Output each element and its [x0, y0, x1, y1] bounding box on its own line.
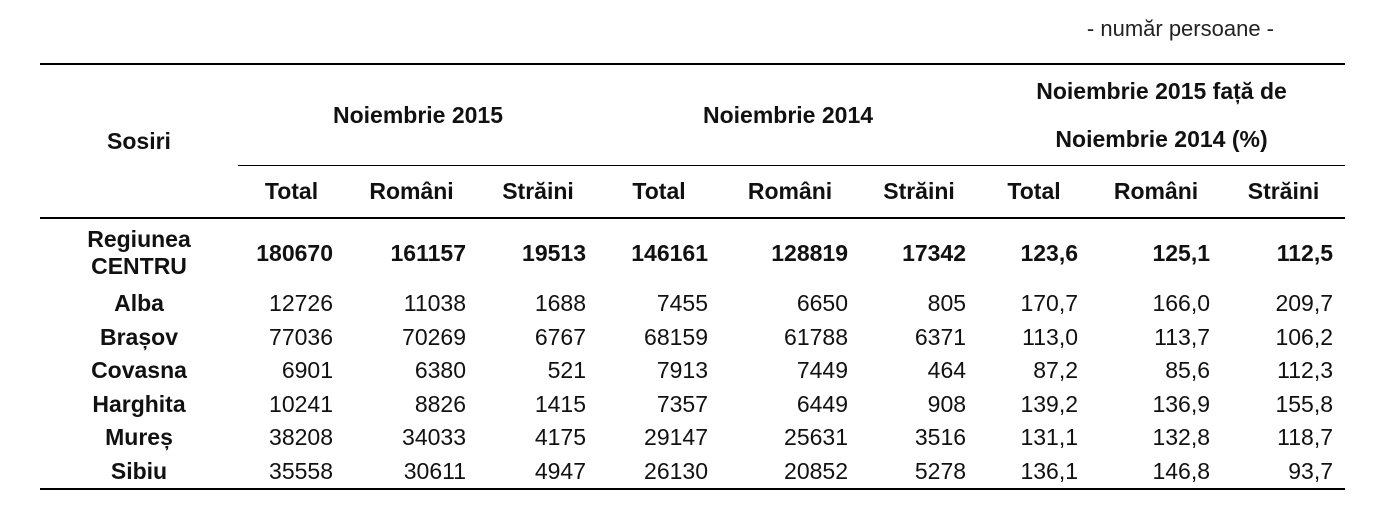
cell: 106,2: [1275, 323, 1334, 350]
cell: 38208: [269, 424, 333, 451]
cell: 4175: [534, 424, 587, 451]
cell: 128819: [771, 239, 849, 266]
cell: 7455: [656, 290, 709, 317]
cell: 521: [547, 357, 587, 384]
cell: 26130: [598, 454, 721, 490]
subheader: Străini: [1222, 165, 1346, 219]
arrivals-table: Sosiri Noiembrie 2015 Noiembrie 2014 Noi…: [40, 63, 1346, 490]
cell: 908: [927, 390, 967, 417]
cell: 170,7: [1020, 290, 1079, 317]
group-header: Noiembrie 2015: [238, 63, 599, 166]
cell: 139,2: [1020, 390, 1079, 417]
cell: 30611: [345, 454, 478, 490]
row-label: Harghita: [92, 390, 186, 417]
cell: 155,8: [1275, 390, 1334, 417]
cell: 6380: [414, 357, 466, 384]
table-row: Harghita 10241 8826 1415 7357 6449 908 139,2 136…: [40, 388, 1345, 422]
table-body: Regiunea CENTRU 180670 161157 19513 146161 12…: [40, 218, 1346, 490]
cell: 7449: [796, 357, 849, 384]
cell: 5278: [860, 454, 979, 490]
cell: 125,1: [1152, 239, 1211, 266]
table-head: Sosiri Noiembrie 2015 Noiembrie 2014 Noi…: [40, 63, 1346, 219]
cell: 61788: [784, 323, 849, 350]
cell: 7913: [656, 357, 709, 384]
cell: 77036: [269, 323, 333, 350]
table-row: Alba 12726 11038 1688 7455 6650 805 170,7 166,0 2…: [40, 287, 1345, 321]
cell: 161157: [390, 239, 466, 266]
cell: 805: [927, 290, 967, 317]
cell: 17342: [902, 239, 967, 266]
row-label: Alba: [114, 290, 164, 317]
cell: 136,9: [1152, 390, 1211, 417]
cell: 6449: [796, 390, 849, 417]
cell: 1688: [534, 290, 587, 317]
table-row: Sibiu 35558 30611 4947 26130 20852 5278 136,1 14…: [40, 454, 1346, 490]
row-label: Brașov: [100, 323, 178, 350]
cell: 93,7: [1222, 454, 1346, 490]
cell: 70269: [402, 323, 466, 350]
cell: 146,8: [1090, 454, 1223, 490]
row-label: Mureș: [105, 424, 173, 451]
cell: 6371: [914, 323, 967, 350]
row-label: Covasna: [91, 357, 187, 384]
table-row: Mureș 38208 34033 4175 29147 25631 3516 131,1 13…: [40, 421, 1345, 455]
subheader: Străini: [478, 165, 599, 219]
cell: 3516: [914, 424, 967, 451]
subheader: Străini: [860, 165, 979, 219]
row-header: Sosiri: [40, 63, 238, 219]
cell: 11038: [403, 290, 466, 317]
subheader: Total: [598, 165, 721, 219]
subheader: Români: [1090, 165, 1223, 219]
cell: 464: [927, 357, 967, 384]
cell: 131,1: [1020, 424, 1079, 451]
cell: 29147: [644, 424, 709, 451]
subheader: Total: [978, 165, 1091, 219]
cell: 209,7: [1275, 290, 1334, 317]
cell: 19513: [522, 239, 587, 266]
header-row: Sosiri Noiembrie 2015 Noiembrie 2014 Noi…: [40, 63, 1346, 219]
cell: 6650: [796, 290, 849, 317]
row-label: Sibiu: [40, 454, 238, 490]
table-row: Brașov 77036 70269 6767 68159 61788 6371 113,0 1…: [40, 321, 1345, 355]
cell: 118,7: [1277, 424, 1334, 451]
cell: 146161: [631, 239, 709, 266]
cell: 113,7: [1154, 323, 1211, 350]
cell: 166,0: [1152, 290, 1211, 317]
cell: 132,8: [1152, 424, 1211, 451]
cell: 6901: [281, 357, 333, 384]
cell: 180670: [256, 239, 333, 266]
unit-note: - număr persoane -: [1086, 16, 1274, 41]
cell: 113,0: [1022, 323, 1079, 350]
subheader: Total: [238, 165, 345, 219]
table-row: Regiunea CENTRU 180670 161157 19513 146161 12…: [40, 218, 1345, 287]
cell: 12726: [269, 290, 333, 317]
cell: 6767: [534, 323, 587, 350]
cell: 68159: [644, 323, 709, 350]
cell: 25631: [784, 424, 849, 451]
row-label: Regiunea CENTRU: [87, 226, 191, 279]
cell: 4947: [478, 454, 599, 490]
cell: 35558: [238, 454, 345, 490]
cell: 34033: [402, 424, 466, 451]
group-header: Noiembrie 2014: [598, 63, 979, 166]
cell: 123,6: [1020, 239, 1079, 266]
subheader-row: Total Români Străini Total Români Străini Tota…: [40, 165, 1346, 219]
cell: 7357: [656, 390, 709, 417]
table-row: Covasna 6901 6380 521 7913 7449 464 87,2 85,6 112…: [40, 354, 1345, 388]
cell: 85,6: [1165, 357, 1211, 384]
cell: 87,2: [1033, 357, 1079, 384]
group-header: Noiembrie 2015 față de Noiembrie 2014 (%…: [978, 63, 1346, 166]
subheader: Români: [720, 165, 861, 219]
cell: 1415: [534, 390, 587, 417]
cell: 10241: [269, 390, 333, 417]
cell: 112,3: [1277, 357, 1334, 384]
cell: 112,5: [1276, 239, 1334, 266]
cell: 136,1: [978, 454, 1091, 490]
subheader: Români: [345, 165, 478, 219]
cell: 8826: [414, 390, 466, 417]
cell: 20852: [720, 454, 861, 490]
